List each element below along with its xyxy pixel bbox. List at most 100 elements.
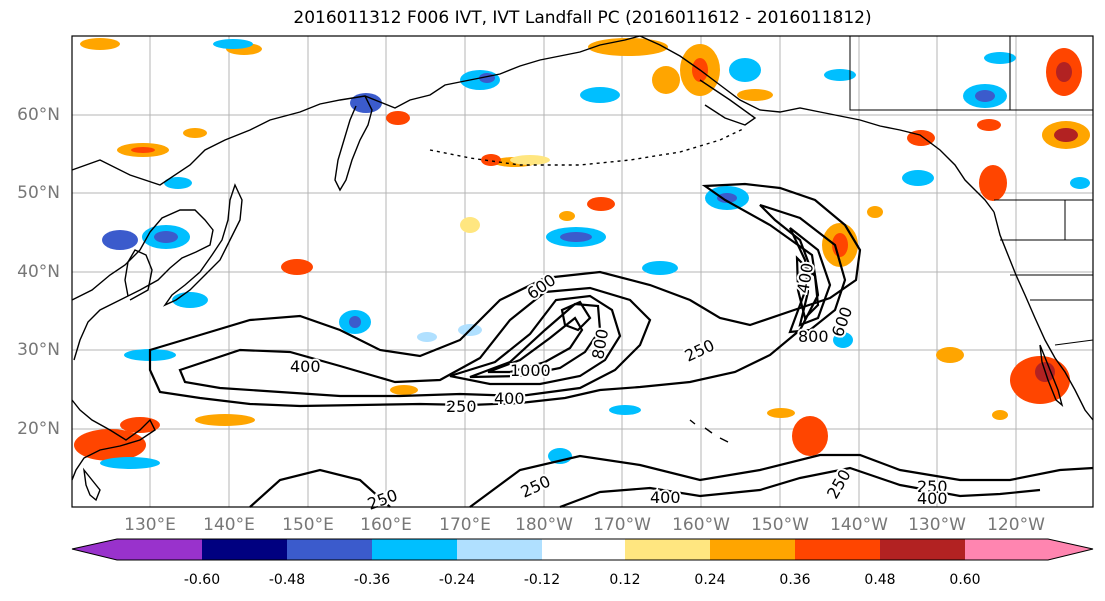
lat-label: 20°N [17, 419, 60, 439]
positive-patch [481, 154, 501, 166]
lat-label: 40°N [17, 262, 60, 282]
contour-250 [249, 468, 391, 508]
contour-800 [795, 255, 820, 321]
positive-patch [992, 410, 1008, 420]
lon-label: 140°W [830, 515, 888, 535]
colorbar-tick-label: 0.12 [609, 572, 641, 588]
colorbar-segment [117, 539, 202, 560]
contour-400 [559, 466, 1041, 509]
colorbar-extend-low [72, 539, 117, 560]
negative-patch [609, 405, 641, 415]
positive-patch [588, 38, 668, 56]
positive-patch [936, 347, 964, 363]
negative-patch [560, 232, 592, 242]
positive-patch [792, 416, 828, 456]
lat-label: 60°N [17, 105, 60, 125]
colorbar-segment [287, 539, 372, 560]
negative-patch [729, 58, 761, 82]
lon-label: 130°W [908, 515, 966, 535]
contour-label: 400 [290, 357, 321, 376]
contour-800 [469, 302, 602, 379]
negative-patch [100, 457, 160, 469]
lon-label: 170°E [439, 515, 491, 535]
coastlines [71, 35, 1094, 502]
colorbar-extend-high [1048, 539, 1093, 560]
contour-label: 1000 [510, 361, 551, 380]
positive-patch [1054, 128, 1078, 142]
colorbar-segment [795, 539, 880, 560]
positive-patch [1056, 62, 1072, 82]
contour-400 [178, 286, 652, 398]
negative-patch [975, 90, 995, 102]
negative-patch [833, 332, 853, 348]
map-area: 400 250 400 1000 600 800 250 400 800 600… [71, 35, 1094, 516]
contour-label: 250 [446, 397, 477, 416]
contour-400 [759, 203, 847, 334]
positive-patch [80, 38, 120, 50]
positive-patch [979, 165, 1007, 201]
negative-patch [164, 177, 192, 189]
contour-label: 400 [917, 489, 948, 508]
positive-patch [652, 66, 680, 94]
map-title: 2016011312 F006 IVT, IVT Landfall PC (20… [293, 8, 872, 28]
positive-patch [977, 119, 1001, 131]
colorbar-tick-label: 0.48 [864, 572, 896, 588]
lon-label: 150°W [751, 515, 809, 535]
colorbar-tick-label: -0.36 [353, 572, 391, 588]
contour-250 [469, 453, 1094, 508]
positive-patch [74, 429, 146, 461]
positive-patch [195, 414, 255, 426]
contour-250 [148, 182, 862, 408]
negative-patch [902, 170, 934, 186]
colorbar-tick-label: -0.12 [523, 572, 561, 588]
positive-patch [460, 217, 480, 233]
colorbar-segment [372, 539, 457, 560]
positive-patch [737, 89, 773, 101]
colorbar-segment [625, 539, 710, 560]
negative-patch [1070, 177, 1090, 189]
negative-patch [349, 316, 361, 328]
positive-patch [510, 155, 550, 165]
colorbar-tick-label: -0.48 [268, 572, 306, 588]
colorbar-segment [965, 539, 1048, 560]
colorbar-tick-label: -0.24 [438, 572, 476, 588]
colorbar-tick-label: -0.60 [183, 572, 221, 588]
lon-label: 170°W [593, 515, 651, 535]
negative-patch [154, 231, 178, 243]
contour-label: 400 [650, 488, 681, 507]
negative-patch [824, 69, 856, 81]
positive-patch [767, 408, 795, 418]
negative-patch [213, 39, 253, 49]
contour-label: 800 [798, 327, 829, 346]
colorbar-tick-label: 0.36 [779, 572, 811, 588]
contour-label: 400 [494, 389, 525, 408]
gridlines [72, 36, 1093, 507]
positive-patch [867, 206, 883, 218]
positive-patch [559, 211, 575, 221]
colorbar-segment [202, 539, 287, 560]
positive-patch [183, 128, 207, 138]
colorbar-segment [457, 539, 542, 560]
negative-patch [102, 230, 138, 250]
colorbar-segment [880, 539, 965, 560]
ivt-anomaly-shading [74, 38, 1090, 469]
contour-label: 250 [917, 477, 948, 496]
lon-label: 130°E [124, 515, 176, 535]
negative-patch [580, 87, 620, 103]
colorbar-tick-label: 0.24 [694, 572, 726, 588]
positive-patch [281, 259, 313, 275]
negative-patch [172, 292, 208, 308]
lon-label: 150°E [282, 515, 334, 535]
lat-label: 50°N [17, 183, 60, 203]
negative-patch [350, 93, 382, 113]
contour-1000 [487, 316, 584, 374]
positive-patch [386, 111, 410, 125]
colorbar [71, 538, 1094, 561]
lon-label: 160°E [360, 515, 412, 535]
positive-patch [390, 385, 418, 395]
colorbar-tick-label: 0.60 [949, 572, 981, 588]
negative-patch [717, 193, 737, 203]
lon-label: 180°W [515, 515, 573, 535]
map-border [71, 35, 1094, 508]
